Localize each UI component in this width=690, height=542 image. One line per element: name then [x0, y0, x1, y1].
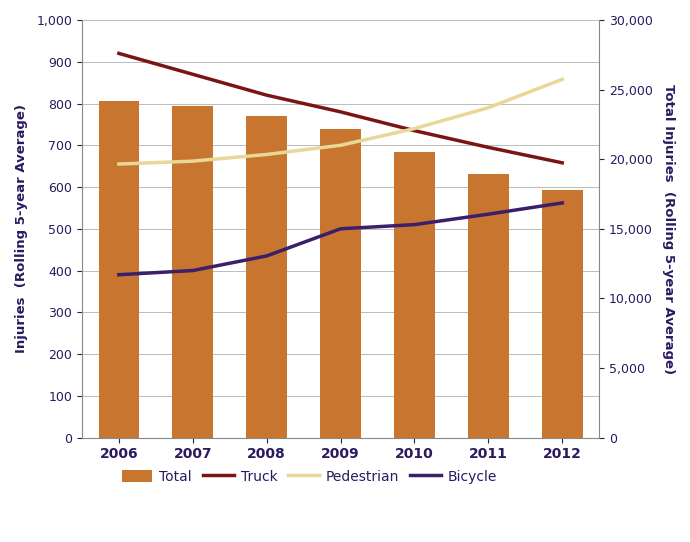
- Bar: [468, 173, 509, 437]
- Bar: [246, 116, 287, 437]
- Bar: [172, 106, 213, 437]
- Bar: [394, 152, 435, 437]
- Y-axis label: Injuries  (Rolling 5-year Average): Injuries (Rolling 5-year Average): [15, 104, 28, 353]
- Bar: [542, 190, 582, 437]
- Bar: [99, 101, 139, 437]
- Y-axis label: Total Injuries  (Rolling 5-year Average): Total Injuries (Rolling 5-year Average): [662, 83, 675, 374]
- Bar: [320, 130, 361, 437]
- Legend: Total, Truck, Pedestrian, Bicycle: Total, Truck, Pedestrian, Bicycle: [116, 464, 503, 489]
